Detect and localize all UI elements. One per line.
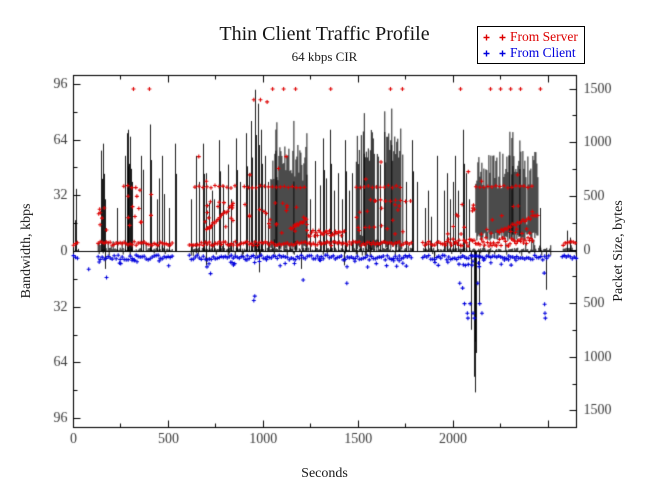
plus-marker-icon: [499, 50, 506, 56]
chart-title: Thin Client Traffic Profile: [219, 23, 430, 45]
legend-label-from-client: From Client: [510, 45, 576, 60]
plus-marker-icon: [483, 50, 490, 56]
legend-label-from-server: From Server: [510, 29, 578, 44]
legend-item-from-server: From Server: [483, 29, 578, 45]
right-y-axis-label: Packet Size, bytes: [611, 200, 626, 302]
x-axis-label: Seconds: [301, 466, 348, 481]
legend-item-from-client: From Client: [483, 45, 578, 61]
legend: From Server From Client: [477, 26, 585, 64]
plus-marker-icon: [499, 34, 506, 40]
plus-marker-icon: [483, 34, 490, 40]
left-y-axis-label: Bandwidth, kbps: [19, 203, 34, 299]
chart-subtitle: 64 kbps CIR: [291, 49, 358, 64]
